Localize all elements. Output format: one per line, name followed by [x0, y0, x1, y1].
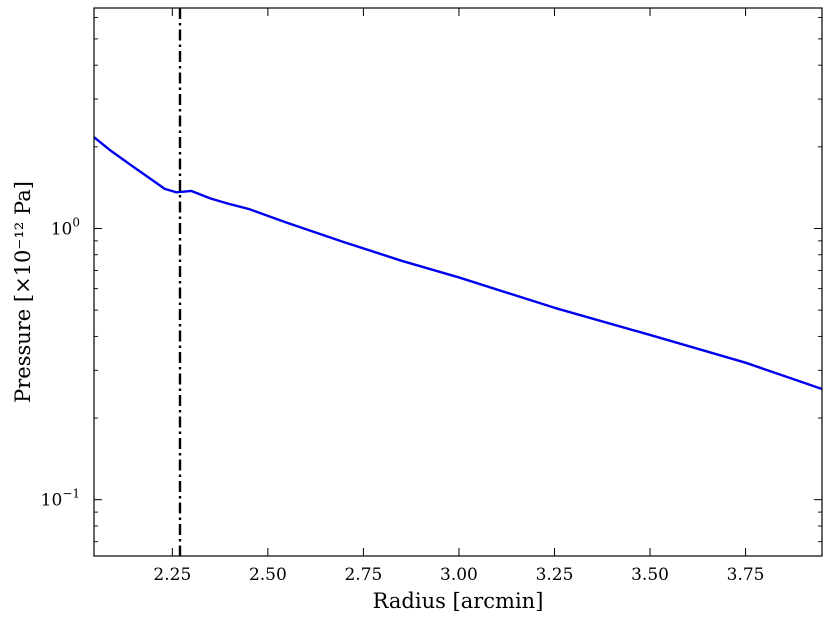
x-tick-label: 3.25	[536, 565, 574, 585]
y-tick-label: 100	[51, 215, 80, 239]
x-tick-label: 3.50	[631, 565, 669, 585]
x-tick-label: 3.00	[440, 565, 478, 585]
axes-frame	[93, 7, 823, 557]
x-axis-label: Radius [arcmin]	[373, 589, 544, 613]
y-tick-exponent: 0	[72, 215, 80, 229]
x-tick-label: 3.75	[727, 565, 765, 585]
y-tick-base: 10	[51, 219, 73, 239]
x-tick-label: 2.75	[344, 565, 382, 585]
y-tick-base: 10	[41, 491, 63, 511]
x-tick-label: 2.25	[153, 565, 191, 585]
x-axis-ticks: 2.25 2.50 2.75 3.00 3.25 3.50 3.75	[153, 8, 764, 585]
plot-area	[94, 8, 822, 556]
series-line-0	[94, 136, 822, 391]
x-tick-label: 2.50	[249, 565, 287, 585]
y-tick-label: 10−1	[41, 487, 80, 511]
y-axis-label: Pressure [×10⁻¹² Pa]	[11, 181, 35, 403]
y-tick-exponent: −1	[62, 487, 80, 501]
